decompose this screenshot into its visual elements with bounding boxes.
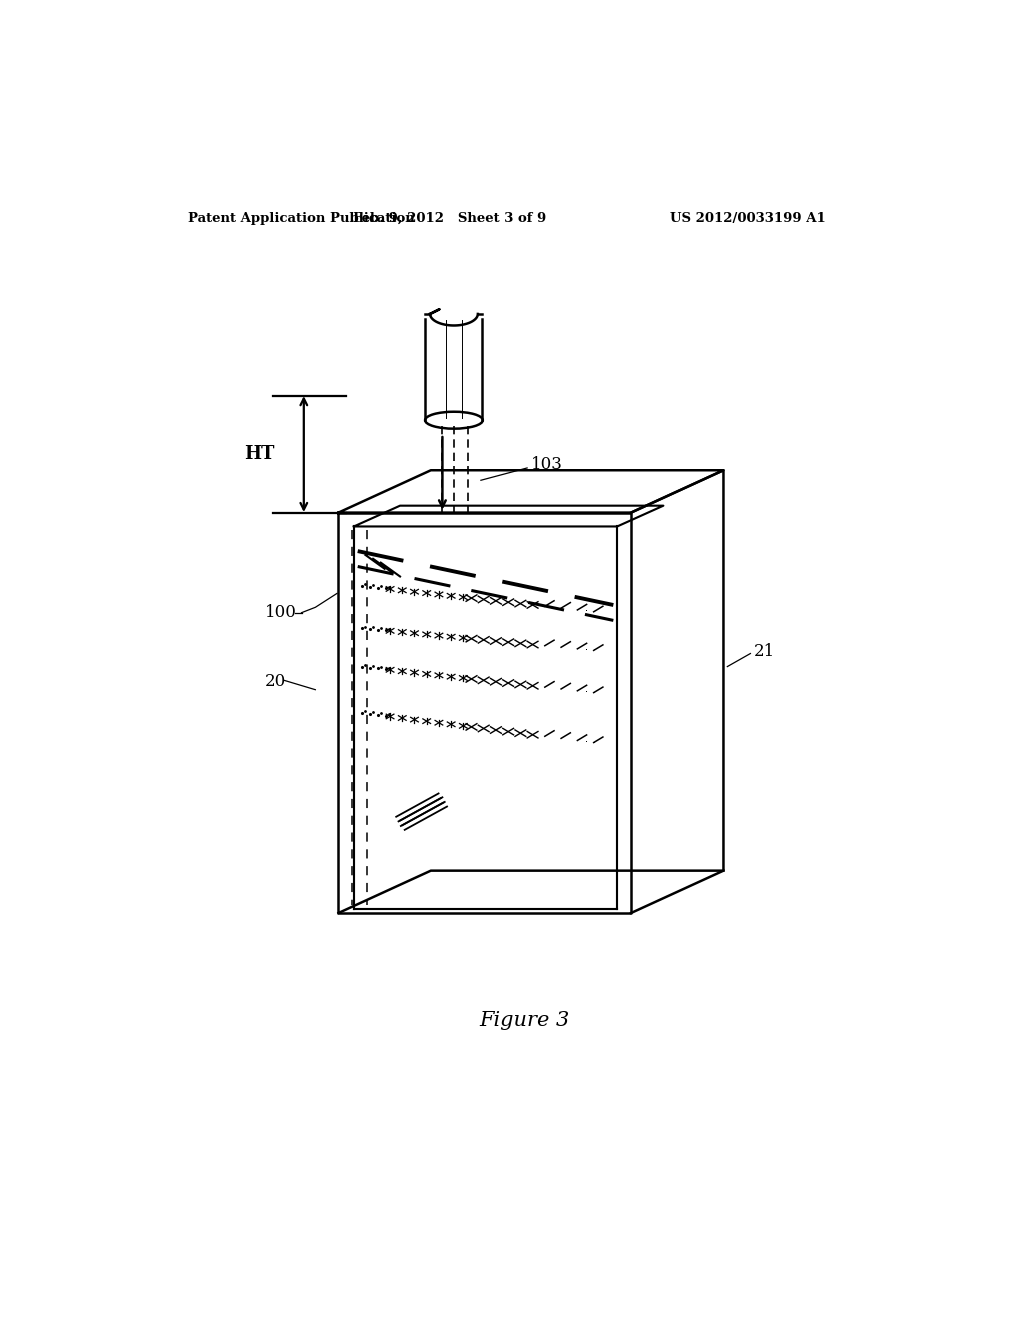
Text: 103: 103 (531, 457, 563, 474)
Text: HT: HT (244, 445, 274, 463)
Text: Figure 3: Figure 3 (479, 1011, 570, 1031)
Text: 100: 100 (265, 605, 297, 622)
Text: Patent Application Publication: Patent Application Publication (188, 213, 415, 224)
Text: US 2012/0033199 A1: US 2012/0033199 A1 (670, 213, 825, 224)
Text: Feb. 9, 2012   Sheet 3 of 9: Feb. 9, 2012 Sheet 3 of 9 (353, 213, 547, 224)
Text: 21: 21 (755, 643, 775, 660)
Ellipse shape (425, 412, 483, 429)
Polygon shape (430, 309, 439, 314)
Text: 20: 20 (265, 673, 287, 690)
